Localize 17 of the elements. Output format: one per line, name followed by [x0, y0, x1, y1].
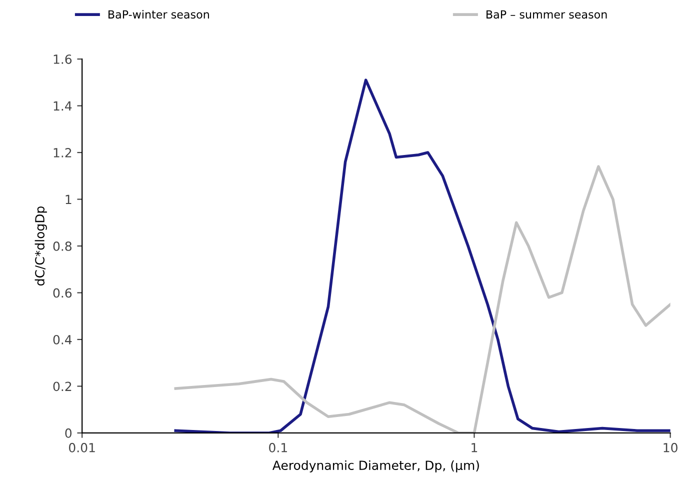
y-tick-label: 1.2 — [54, 148, 72, 158]
x-axis-title: Aerodynamic Diameter, Dp, (µm) — [272, 460, 479, 472]
y-tick-label: 1.6 — [54, 54, 72, 64]
y-tick-label: 0.2 — [53, 382, 72, 392]
y-tick-label: 1 — [66, 194, 72, 204]
y-tick-label: 1.4 — [54, 101, 72, 111]
y-tick-label: 0.8 — [53, 241, 72, 251]
legend-label: BaP-winter season — [108, 10, 209, 19]
y-axis-title: dC/C*dlogDp — [34, 206, 47, 286]
legend-label: BaP – summer season — [486, 10, 607, 19]
y-tick-label: 0.4 — [53, 334, 72, 344]
y-tick-label: 0.6 — [53, 288, 72, 298]
x-tick-label: 0.1 — [269, 442, 287, 452]
x-tick-label: 10 — [664, 442, 678, 452]
y-tick-label: 0 — [65, 428, 72, 438]
x-tick-label: 0.01 — [68, 442, 95, 452]
x-tick-label: 1 — [472, 443, 478, 452]
